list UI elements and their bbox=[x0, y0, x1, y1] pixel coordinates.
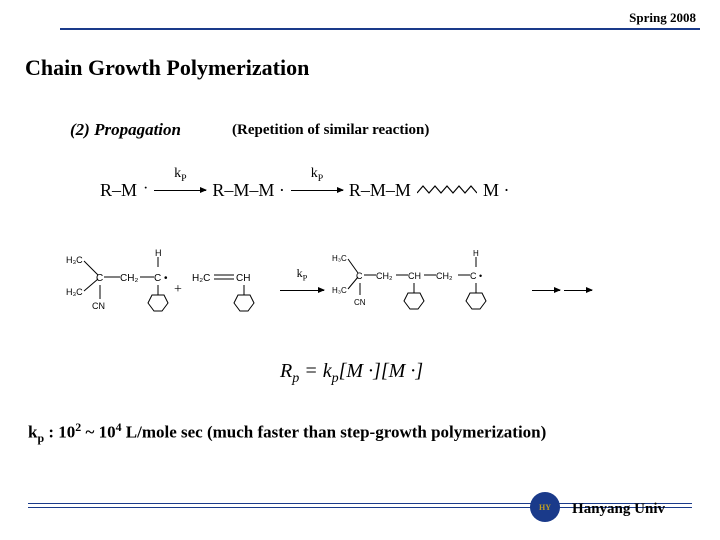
svg-text:H: H bbox=[473, 249, 479, 258]
svg-text:CH: CH bbox=[408, 271, 421, 281]
svg-text:C •: C • bbox=[470, 271, 482, 281]
university-name: Hanyang Univ bbox=[572, 501, 665, 518]
section-note: (Repetition of similar reaction) bbox=[232, 122, 429, 139]
svg-text:H₃C: H₃C bbox=[332, 254, 347, 263]
header-date: Spring 2008 bbox=[629, 10, 696, 26]
reaction-scheme: R–M · kP R–M–M · kP R–M–M M · bbox=[100, 170, 660, 210]
page-title: Chain Growth Polymerization bbox=[25, 55, 309, 81]
svg-text:C: C bbox=[356, 271, 363, 281]
svg-text:CH₂: CH₂ bbox=[436, 271, 453, 281]
species-2: R–M–M · bbox=[212, 180, 285, 201]
species-tail: M · bbox=[483, 180, 510, 201]
molecule-1: H₃C H₃C C CH₂ C • CN H bbox=[60, 245, 170, 335]
university-logo: HY bbox=[530, 492, 560, 522]
svg-text:C •: C • bbox=[154, 273, 168, 284]
svg-text:CH₂: CH₂ bbox=[376, 271, 393, 281]
svg-text:H₂C: H₂C bbox=[192, 273, 210, 284]
arrow-1: kP bbox=[154, 180, 206, 200]
zigzag-icon bbox=[417, 183, 477, 197]
header-rule bbox=[60, 28, 700, 30]
structure-diagram: H₃C H₃C C CH₂ C • CN H + H₂C CH kP H₃C H… bbox=[60, 240, 690, 340]
plus-1: + bbox=[174, 282, 182, 298]
arrow-4 bbox=[532, 280, 560, 300]
species-1: R–M bbox=[100, 180, 137, 201]
section-label: (2) Propagation bbox=[70, 120, 181, 140]
svg-text:CH₂: CH₂ bbox=[120, 273, 138, 284]
molecule-2: H₂C CH bbox=[186, 245, 276, 335]
svg-text:CH: CH bbox=[236, 273, 250, 284]
svg-text:C: C bbox=[96, 273, 103, 284]
svg-text:CN: CN bbox=[354, 298, 366, 307]
molecule-3: H₃C H₃C C CH₂ CH CH₂ C • CN H bbox=[328, 245, 528, 335]
svg-text:H₃C: H₃C bbox=[66, 255, 83, 265]
species-3: R–M–M bbox=[349, 180, 411, 201]
svg-text:H₃C: H₃C bbox=[332, 286, 347, 295]
svg-text:CN: CN bbox=[92, 301, 105, 311]
arrow-5 bbox=[564, 280, 592, 300]
rate-footnote: kp : 102 ~ 104 L/mole sec (much faster t… bbox=[28, 420, 546, 446]
arrow-3: kP bbox=[280, 280, 324, 300]
rate-equation: Rp = kp[M ·][M ·] bbox=[280, 360, 423, 387]
radical-dot: · bbox=[143, 179, 148, 198]
svg-text:H₃C: H₃C bbox=[66, 287, 83, 297]
svg-text:H: H bbox=[155, 248, 162, 258]
arrow-2: kP bbox=[291, 180, 343, 200]
